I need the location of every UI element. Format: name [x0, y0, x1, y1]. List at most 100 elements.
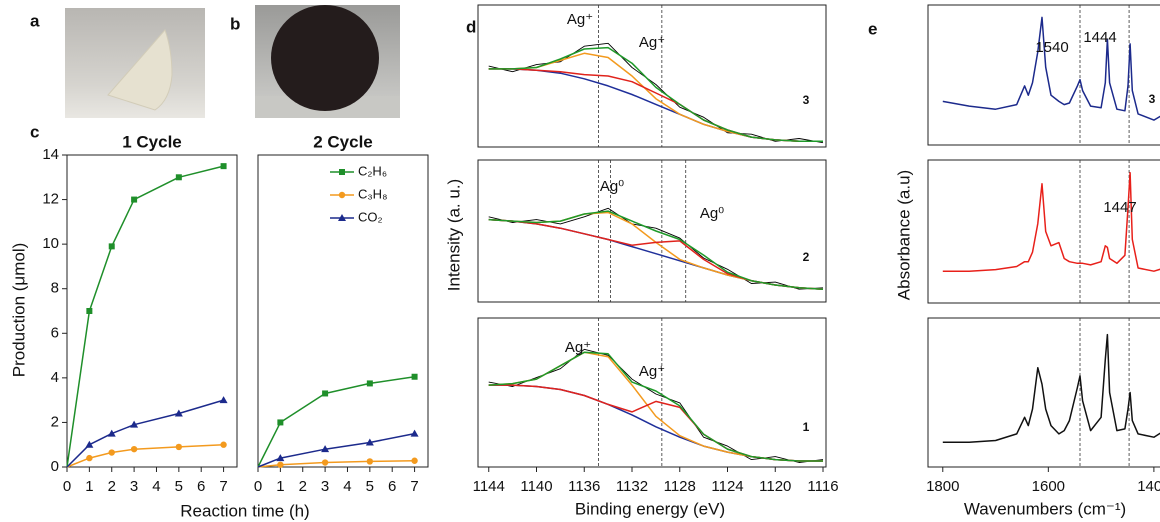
x-tick-label: 6	[388, 478, 396, 495]
series-line	[488, 384, 823, 462]
legend-label: CO₂	[358, 209, 383, 224]
series-line	[66, 443, 224, 468]
x-tick-label: 1	[276, 478, 284, 495]
plot-frame	[257, 154, 429, 468]
x-tick-label: 1140	[520, 478, 552, 495]
marker	[338, 214, 346, 221]
marker	[321, 459, 329, 466]
x-tick-label: 7	[219, 478, 227, 495]
marker	[108, 243, 115, 250]
legend-label: C₃H₈	[358, 186, 387, 201]
series-line	[488, 218, 824, 290]
y-axis-label: Production (μmol)	[9, 243, 28, 378]
marker	[338, 191, 346, 199]
annotation: 3	[803, 93, 810, 107]
marker	[339, 169, 345, 175]
marker	[366, 380, 373, 387]
x-tick-label: 1800	[926, 478, 959, 495]
series-line	[66, 399, 224, 468]
x-tick-label: 4	[343, 478, 351, 495]
marker	[130, 420, 139, 428]
x-tick-label: 1124	[711, 478, 743, 495]
marker	[174, 409, 183, 417]
marker	[410, 429, 419, 437]
marker	[85, 440, 94, 448]
y-tick-label: 10	[42, 235, 59, 252]
y-axis-label: Absorbance (a.u)	[894, 170, 913, 300]
marker	[277, 461, 284, 468]
x-tick-label: 1120	[759, 478, 791, 495]
annotation: 2	[803, 250, 810, 264]
marker	[411, 373, 418, 380]
legend-label: C₂H₆	[358, 163, 387, 178]
y-tick-label: 4	[51, 369, 59, 386]
annotation: Ag⁺	[639, 363, 665, 380]
annotation: Ag⁰	[700, 205, 724, 222]
x-tick-label: 3	[130, 478, 138, 495]
x-tick-label: 0	[254, 478, 262, 495]
y-tick-label: 8	[51, 280, 59, 297]
marker	[175, 443, 183, 451]
x-axis-label: Binding energy (eV)	[575, 499, 725, 518]
x-tick-label: 4	[152, 478, 160, 495]
y-tick-label: 12	[42, 191, 59, 208]
plot-frame	[927, 159, 1160, 304]
series-line	[942, 171, 1160, 272]
plot-frame	[477, 317, 827, 468]
annotation: 1444	[1083, 29, 1116, 46]
annotation: Ag⁺	[639, 34, 665, 51]
marker	[86, 308, 93, 314]
marker	[366, 458, 374, 465]
y-tick-label: 2	[51, 413, 59, 430]
x-tick-label: 3	[321, 478, 329, 495]
marker	[220, 163, 227, 170]
chart-title: 1 Cycle	[122, 132, 182, 151]
marker	[365, 438, 374, 446]
plot-frame	[927, 317, 1160, 468]
annotation: 3	[1149, 92, 1156, 106]
x-tick-label: 1136	[568, 478, 600, 495]
photo-b	[255, 5, 400, 118]
annotation: 1540	[1035, 39, 1068, 56]
series-line	[488, 351, 823, 462]
panel-label: e	[868, 19, 877, 38]
x-tick-label: 1600	[1032, 478, 1065, 495]
marker	[220, 441, 227, 448]
marker	[107, 429, 116, 437]
marker	[219, 396, 228, 404]
x-tick-label: 2	[108, 478, 116, 495]
marker	[322, 390, 329, 397]
plot-frame	[927, 4, 1160, 146]
y-tick-label: 14	[42, 146, 59, 163]
x-tick-label: 1128	[664, 478, 696, 495]
panel-label: d	[466, 17, 476, 36]
series-line	[488, 384, 823, 462]
annotation: Ag⁺	[567, 11, 593, 28]
x-axis-label: Wavenumbers (cm⁻¹)	[964, 499, 1126, 518]
x-tick-label: 0	[63, 478, 71, 495]
marker	[130, 445, 138, 453]
series-line	[488, 210, 824, 290]
y-tick-label: 0	[51, 458, 59, 475]
x-tick-label: 1132	[616, 478, 648, 495]
y-tick-label: 6	[51, 324, 59, 341]
plot-frame	[477, 4, 827, 148]
photo-a	[65, 8, 205, 118]
plot-frame	[66, 154, 238, 468]
panel-label: b	[230, 14, 240, 33]
series-line	[488, 207, 824, 290]
x-tick-label: 2	[299, 478, 307, 495]
x-tick-label: 5	[175, 478, 183, 495]
series-line	[942, 16, 1160, 121]
x-tick-label: 6	[197, 478, 205, 495]
x-tick-label: 7	[410, 478, 418, 495]
series-line	[488, 46, 823, 143]
marker	[321, 445, 330, 453]
x-axis-label: Reaction time (h)	[180, 501, 309, 520]
x-tick-label: 5	[366, 478, 374, 495]
series-line	[942, 333, 1160, 443]
series-line	[66, 165, 224, 468]
marker	[131, 196, 138, 203]
